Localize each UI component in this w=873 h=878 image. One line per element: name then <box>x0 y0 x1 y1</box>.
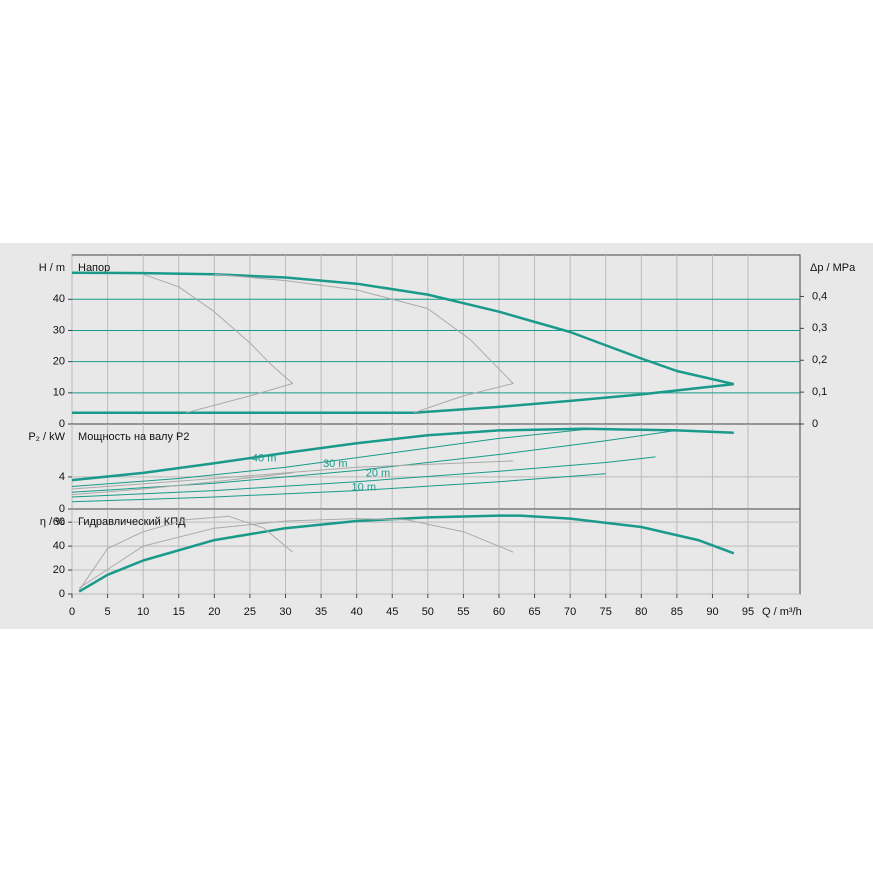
panel-title: Мощность на валу P2 <box>78 431 190 443</box>
y-tick-label: 40 <box>53 293 65 305</box>
y-tick-label: 0 <box>59 588 65 600</box>
curve <box>71 428 592 487</box>
curve <box>78 514 735 593</box>
curve <box>71 460 514 490</box>
curve-label: 10 m <box>352 481 376 493</box>
x-tick-label: 5 <box>105 606 111 618</box>
curve <box>78 518 514 589</box>
curve <box>71 429 677 493</box>
curve <box>71 271 735 386</box>
x-tick-label: 25 <box>244 606 256 618</box>
y-tick-label: 40 <box>53 540 65 552</box>
curve <box>214 273 514 414</box>
x-tick-label: 60 <box>493 606 505 618</box>
x-tick-label: 20 <box>208 606 220 618</box>
curve <box>71 473 606 503</box>
curve <box>71 427 734 482</box>
y2-tick-label: 0,2 <box>812 354 827 366</box>
curve <box>143 273 294 414</box>
x-tick-label: 0 <box>69 606 75 618</box>
y2-tick-label: 0,4 <box>812 290 827 302</box>
curve <box>72 382 734 415</box>
curve <box>71 456 656 498</box>
x-tick-label: 75 <box>600 606 612 618</box>
panel <box>71 254 801 425</box>
x-tick-label: 50 <box>422 606 434 618</box>
panel <box>71 508 801 595</box>
x-tick-label: 70 <box>564 606 576 618</box>
y-tick-label: 60 <box>53 516 65 528</box>
y-tick-label: 30 <box>53 324 65 336</box>
y-tick-label: 10 <box>53 387 65 399</box>
y-axis-label: P₂ / kW <box>28 431 65 443</box>
x-tick-label: 35 <box>315 606 327 618</box>
x-tick-label: 95 <box>742 606 754 618</box>
y2-tick-label: 0 <box>812 418 818 430</box>
x-tick-label: 30 <box>279 606 291 618</box>
y-axis-label: H / m <box>39 262 65 274</box>
x-axis-label: Q / m³/h <box>762 606 802 618</box>
y-tick-label: 0 <box>59 418 65 430</box>
x-tick-label: 65 <box>528 606 540 618</box>
curve <box>78 515 293 591</box>
x-tick-label: 80 <box>635 606 647 618</box>
panel-title: Гидравлический КПД <box>78 516 186 528</box>
panel-title: Напор <box>78 262 110 274</box>
x-tick-label: 55 <box>457 606 469 618</box>
x-tick-label: 85 <box>671 606 683 618</box>
x-tick-label: 40 <box>351 606 363 618</box>
curve <box>71 472 293 496</box>
y2-tick-label: 0,3 <box>812 322 827 334</box>
y-tick-label: 4 <box>59 471 65 483</box>
curve-label: 40 m <box>252 452 276 464</box>
y-tick-label: 20 <box>53 356 65 368</box>
curve-label: 30 m <box>323 458 347 470</box>
y2-tick-label: 0,1 <box>812 386 827 398</box>
x-tick-label: 15 <box>173 606 185 618</box>
x-tick-label: 10 <box>137 606 149 618</box>
y2-axis-label: Δp / MPa <box>810 262 856 274</box>
x-tick-label: 45 <box>386 606 398 618</box>
y-tick-label: 20 <box>53 564 65 576</box>
y-tick-label: 0 <box>59 503 65 515</box>
y-axis-label: η / % <box>40 516 65 528</box>
x-tick-label: 90 <box>706 606 718 618</box>
curve-label: 20 m <box>366 468 390 480</box>
